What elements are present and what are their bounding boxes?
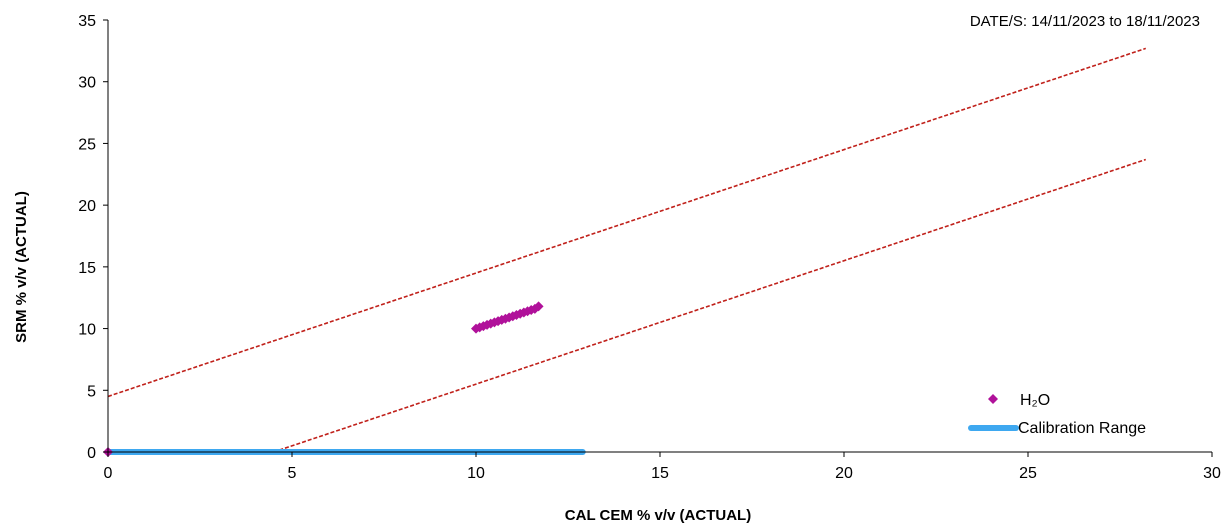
reference-line-1	[107, 47, 1147, 398]
y-tick-label: 0	[87, 445, 96, 462]
legend-h2o-marker	[988, 394, 998, 404]
tick-labels: 0 5 10 15 20 25 30 0 5 10 15 20 25 30 35	[78, 13, 1221, 482]
y-tick-label: 30	[78, 75, 96, 92]
legend: H₂O Calibration Range	[968, 392, 1146, 437]
x-tick-label: 0	[104, 465, 113, 482]
y-tick-label: 5	[87, 383, 96, 400]
legend-calibration-label: Calibration Range	[1018, 420, 1146, 437]
y-tick-label: 35	[78, 13, 96, 30]
x-axis-title: CAL CEM % v/v (ACTUAL)	[565, 507, 751, 524]
series-layer	[103, 301, 586, 457]
y-tick-label: 10	[78, 322, 96, 339]
reference-lines	[107, 47, 1147, 453]
h2o-data-point	[533, 301, 544, 312]
x-tick-label: 10	[467, 465, 485, 482]
reference-line-2	[273, 158, 1147, 453]
x-tick-label: 30	[1203, 465, 1221, 482]
legend-h2o-label: H₂O	[1020, 392, 1050, 409]
date-range-label: DATE/S: 14/11/2023 to 18/11/2023	[970, 13, 1200, 30]
y-axis-title: SRM % v/v (ACTUAL)	[13, 191, 30, 343]
x-tick-label: 20	[835, 465, 853, 482]
x-tick-label: 15	[651, 465, 669, 482]
x-tick-label: 25	[1019, 465, 1037, 482]
axes	[103, 19, 1213, 457]
y-tick-label: 25	[78, 136, 96, 153]
x-tick-label: 5	[288, 465, 297, 482]
y-tick-label: 20	[78, 198, 96, 215]
y-tick-label: 15	[78, 260, 96, 277]
